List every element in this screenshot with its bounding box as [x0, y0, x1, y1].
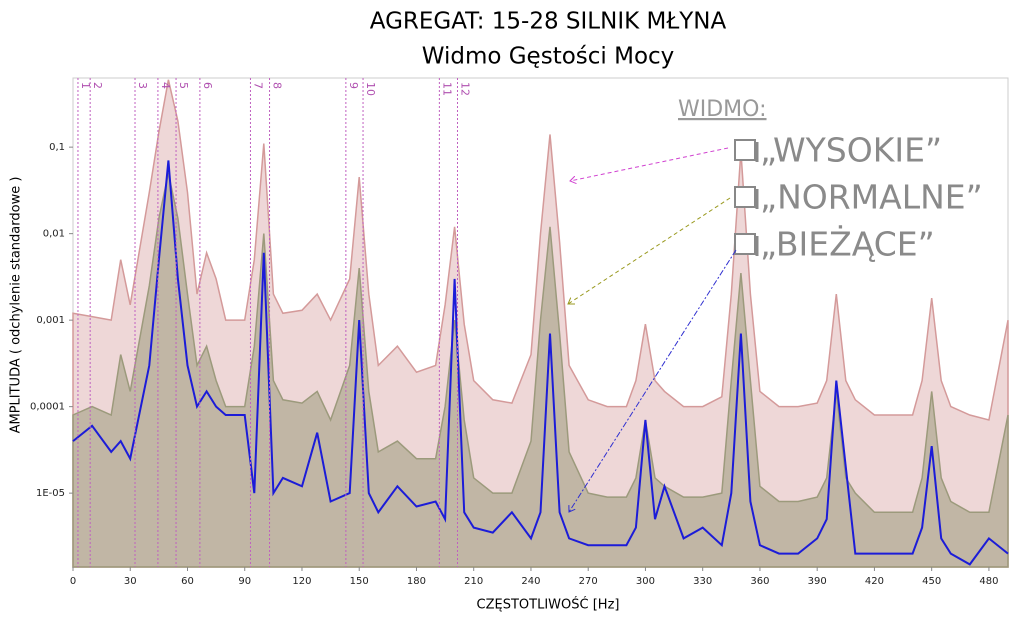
- marker-label: 6: [201, 82, 214, 89]
- marker-label: 1: [79, 82, 92, 89]
- y-tick-label: 0,01: [43, 229, 65, 240]
- x-tick-label: 120: [292, 576, 311, 587]
- x-tick-label: 360: [750, 576, 769, 587]
- pointer-arrow: [569, 249, 737, 512]
- x-tick-label: 90: [238, 576, 251, 587]
- x-tick-label: 420: [865, 576, 884, 587]
- x-tick-label: 480: [979, 576, 998, 587]
- pointer-arrow: [570, 147, 729, 181]
- y-axis-title: AMPLITUDA ( odchylenie standardowe ): [9, 177, 24, 434]
- marker-label: 10: [364, 82, 377, 96]
- chart-subtitle: Widmo Gęstości Mocy: [422, 44, 675, 70]
- marker-label: 2: [91, 82, 104, 89]
- marker-label: 3: [136, 82, 149, 89]
- x-tick-label: 30: [124, 576, 137, 587]
- marker-label: 4: [159, 82, 172, 89]
- x-tick-label: 60: [181, 576, 194, 587]
- legend: „WYSOKIE” „NORMALNE” „BIEŻĄCE”: [734, 131, 983, 264]
- marker-label: 5: [177, 82, 190, 89]
- marker-label: 8: [271, 82, 284, 89]
- legend-checkbox: [734, 186, 756, 208]
- x-tick-label: 180: [407, 576, 426, 587]
- x-tick-label: 270: [579, 576, 598, 587]
- legend-checkbox: [734, 139, 756, 161]
- marker-label: 11: [440, 82, 453, 96]
- x-tick-label: 240: [521, 576, 540, 587]
- x-tick-label: 150: [350, 576, 369, 587]
- legend-checkbox: [734, 233, 756, 255]
- x-tick-label: 0: [70, 576, 76, 587]
- x-tick-label: 210: [464, 576, 483, 587]
- y-tick-label: 0,001: [36, 315, 65, 326]
- legend-label: „BIEŻĄCE”: [760, 225, 935, 264]
- pointer-arrow: [568, 197, 731, 304]
- x-axis-title: CZĘSTOTLIWOŚĆ [Hz]: [477, 597, 620, 613]
- marker-label: 12: [458, 82, 471, 96]
- y-tick-label: 1E-05: [36, 488, 65, 499]
- y-tick-label: 0,1: [49, 142, 65, 153]
- chart-title: AGREGAT: 15-28 SILNIK MŁYNA: [370, 9, 727, 35]
- plot: 1 2 3 4 5 6 7 8 9 10 11 12: [72, 78, 1009, 568]
- x-tick-label: 330: [693, 576, 712, 587]
- legend-title: WIDMO:: [678, 97, 767, 122]
- y-tick-label: 0,0001: [30, 402, 65, 413]
- marker-label: 7: [251, 82, 264, 89]
- legend-label: „NORMALNE”: [760, 178, 983, 217]
- legend-label: „WYSOKIE”: [760, 131, 942, 170]
- x-tick-label: 450: [922, 576, 941, 587]
- marker-label: 9: [347, 82, 360, 89]
- x-tick-label: 300: [636, 576, 655, 587]
- x-tick-label: 390: [808, 576, 827, 587]
- line: [72, 160, 1009, 566]
